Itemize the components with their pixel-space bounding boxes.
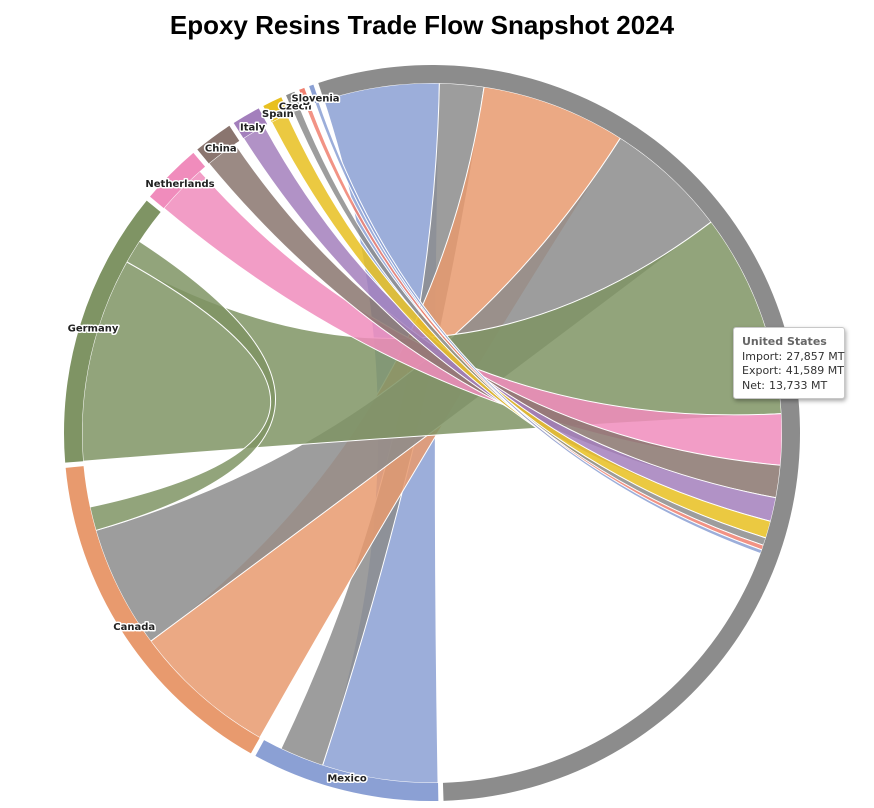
tooltip-import-row: Import: 27,857 MT <box>742 349 844 365</box>
tooltip-export-row: Export: 41,589 MT <box>742 364 844 379</box>
ribbons-layer <box>81 82 783 784</box>
label-netherlands: Netherlands <box>145 179 214 190</box>
tooltip-export-value: 41,589 MT <box>785 364 844 377</box>
tooltip-import-label: Import: <box>742 349 783 363</box>
labels-layer: Mexico Canada Germany Netherlands ChinaItaly… <box>66 92 368 786</box>
tooltip-title: United States <box>742 335 827 348</box>
arc-italy[interactable] <box>233 108 268 139</box>
arcs-layer <box>64 64 801 801</box>
arc-czech-republic[interactable] <box>286 91 302 112</box>
arc-china[interactable] <box>197 125 240 164</box>
label-slovenia: Slovenia <box>291 94 339 105</box>
arc-belgium[interactable] <box>299 87 311 107</box>
arc-spain[interactable] <box>263 97 289 122</box>
label-germany: Germany <box>68 324 119 335</box>
label-china: China <box>205 144 237 155</box>
chart-title: Epoxy Resins Trade Flow Snapshot 2024 <box>169 10 675 40</box>
label-canada: Canada <box>113 622 155 633</box>
arc-canada[interactable] <box>65 466 260 754</box>
label-belgium: B <box>303 97 311 108</box>
arc-mexico[interactable] <box>255 740 439 801</box>
label-italy: Italy <box>240 123 266 134</box>
tooltip-import-value: 27,857 MT <box>786 349 845 363</box>
arc-netherlands[interactable] <box>149 152 206 209</box>
tooltip: United States Import: 27,857 MT Export: … <box>733 327 845 399</box>
tooltip-net-label: Net: <box>742 378 766 392</box>
arc-slovenia[interactable] <box>309 84 320 104</box>
arc-germany[interactable] <box>64 200 161 463</box>
tooltip-net-value: 13,733 MT <box>769 378 828 392</box>
tooltip-export-label: Export: <box>742 364 782 377</box>
label-czech-republic: Czech <box>279 101 312 112</box>
label-mexico: Mexico <box>327 774 367 785</box>
tooltip-net-row: Net: 13,733 MT <box>742 379 836 394</box>
label-spain: Spain <box>262 109 294 120</box>
